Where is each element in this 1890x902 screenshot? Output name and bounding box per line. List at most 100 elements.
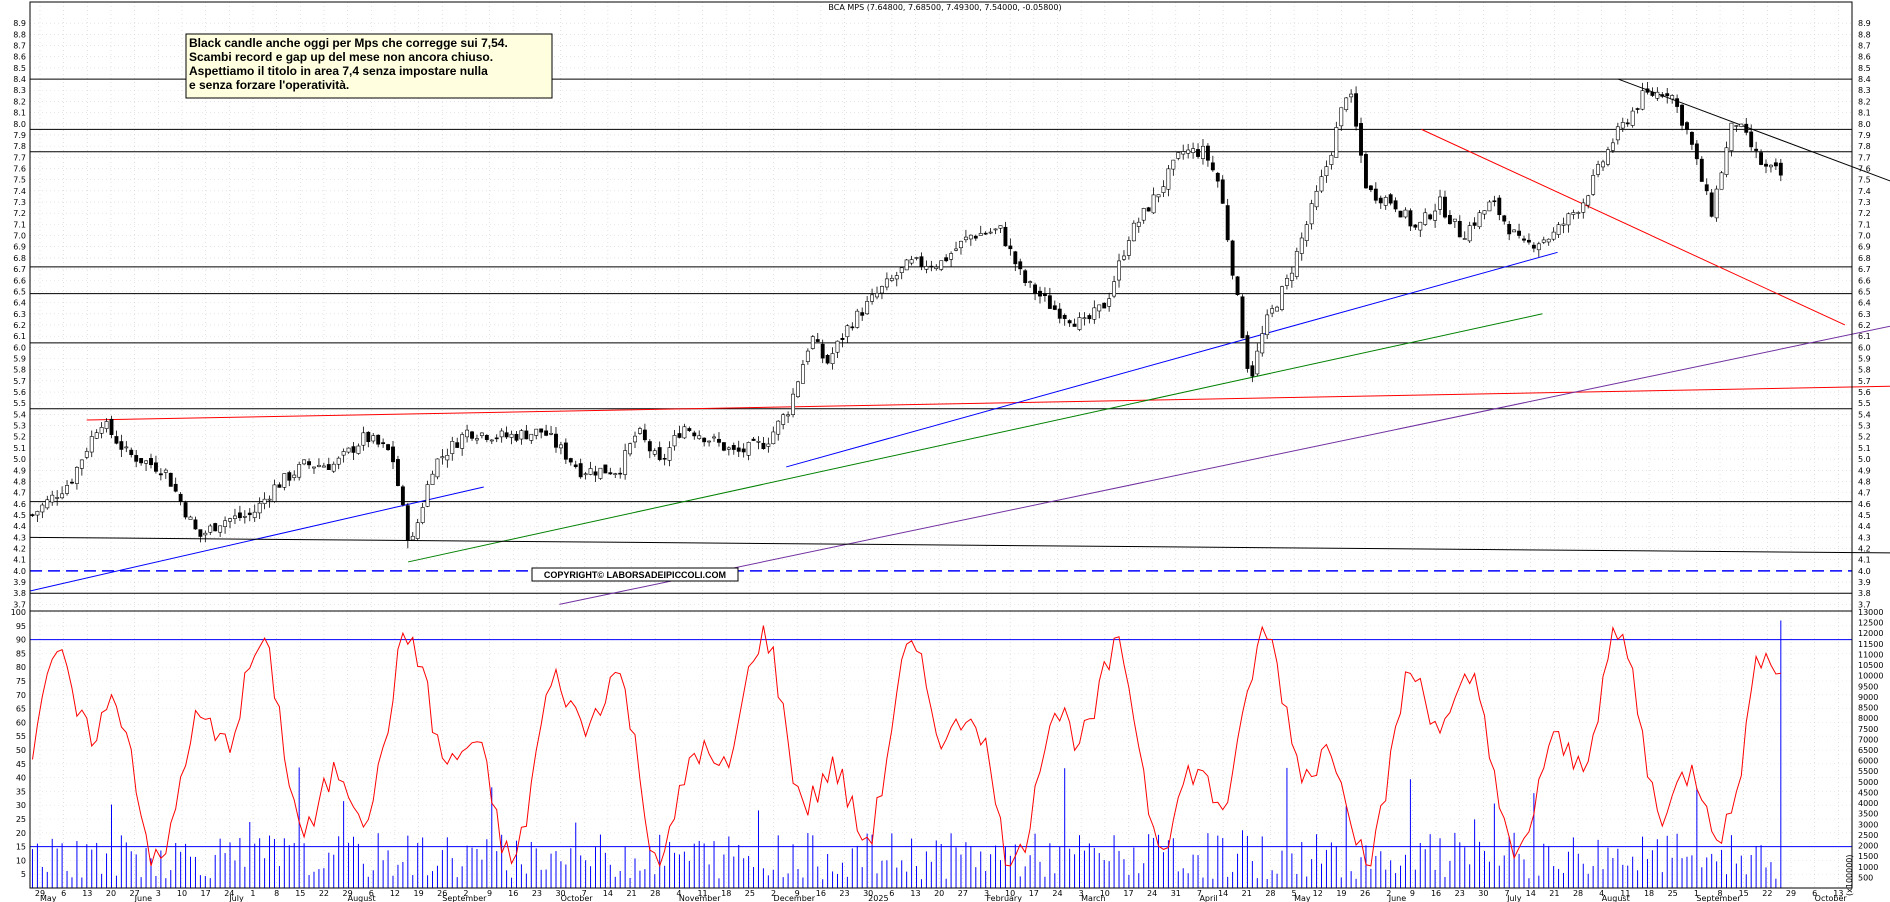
price-tick-label-left: 5.8 xyxy=(13,366,26,375)
candle-body xyxy=(158,473,163,476)
candle-body xyxy=(712,436,716,439)
candle-body xyxy=(1507,224,1512,235)
candle-body xyxy=(662,457,667,460)
candle-body xyxy=(1289,272,1294,281)
candle-body xyxy=(307,461,311,466)
candle-body xyxy=(1181,151,1186,155)
candle-body xyxy=(277,484,282,488)
volume-tick-label: 10000 xyxy=(1858,672,1883,681)
day-tick-label: 27 xyxy=(130,889,140,898)
osc-tick-label: 75 xyxy=(16,677,26,686)
candle-body xyxy=(1704,184,1709,192)
price-tick-label-left: 8.3 xyxy=(13,86,26,95)
month-tick-label: November xyxy=(679,894,721,902)
day-tick-label: 17 xyxy=(201,889,211,898)
candle-body xyxy=(65,485,69,494)
candle-body xyxy=(1522,238,1526,241)
candle-body xyxy=(99,427,104,434)
candle-body xyxy=(1438,196,1442,210)
candle-body xyxy=(796,381,800,397)
candle-body xyxy=(1719,172,1724,190)
month-tick-label: September xyxy=(1696,894,1741,902)
candle-body xyxy=(963,236,968,241)
candle-body xyxy=(1408,210,1413,227)
price-tick-label: 5.3 xyxy=(1858,422,1871,431)
candle-body xyxy=(371,435,376,442)
osc-tick-label: 100 xyxy=(11,608,26,617)
candle-body xyxy=(1492,200,1497,203)
candle-body xyxy=(529,433,534,441)
candle-body xyxy=(50,494,55,503)
candle-body xyxy=(1008,245,1013,250)
volume-tick-label: 8500 xyxy=(1858,704,1878,713)
price-tick-label-left: 3.8 xyxy=(13,589,26,598)
volume-tick-label: 12000 xyxy=(1858,629,1883,638)
price-tick-label: 4.9 xyxy=(1858,466,1871,475)
candle-body xyxy=(435,458,440,478)
candle-body xyxy=(1749,131,1754,148)
candle-body xyxy=(1610,142,1615,151)
price-tick-label: 8.7 xyxy=(1858,42,1871,51)
candle-body xyxy=(119,441,124,450)
candle-body xyxy=(549,433,553,435)
candle-body xyxy=(721,442,726,451)
price-tick-label-left: 7.1 xyxy=(13,220,26,229)
candle-body xyxy=(726,447,731,450)
price-tick-label-left: 5.3 xyxy=(13,422,26,431)
candle-body xyxy=(218,525,223,533)
annotation-line-2: Scambi record e gap up del mese non anco… xyxy=(189,50,493,64)
candle-body xyxy=(1052,305,1057,310)
candle-body xyxy=(1151,194,1156,214)
candle-body xyxy=(1284,278,1289,286)
candle-body xyxy=(55,497,60,499)
price-tick-label-left: 5.7 xyxy=(13,377,26,386)
day-tick-label: 10 xyxy=(1100,889,1110,898)
day-tick-label: 10 xyxy=(177,889,187,898)
day-tick-label: 3 xyxy=(984,889,989,898)
candle-body xyxy=(1265,314,1270,336)
candle-body xyxy=(1171,159,1176,170)
volume-tick-label: 11500 xyxy=(1858,640,1883,649)
candle-body xyxy=(929,265,934,268)
candle-body xyxy=(154,462,158,472)
candle-body xyxy=(771,431,776,445)
day-tick-label: 18 xyxy=(721,889,731,898)
candle-body xyxy=(880,286,884,294)
candle-body xyxy=(657,447,662,460)
candle-body xyxy=(94,432,99,439)
price-tick-label-left: 8.4 xyxy=(13,75,26,84)
candle-body xyxy=(1309,203,1314,225)
candle-body xyxy=(702,437,707,443)
candle-body xyxy=(647,441,652,452)
price-tick-label-left: 7.8 xyxy=(13,142,26,151)
annotation-line-3: Aspettiamo il titolo in area 7,4 senza i… xyxy=(189,64,488,78)
candle-body xyxy=(746,442,751,456)
candle-body xyxy=(405,505,410,541)
price-tick-label-left: 3.7 xyxy=(13,600,26,609)
candle-body xyxy=(1176,152,1181,159)
day-tick-label: 26 xyxy=(1360,889,1370,898)
axes: 3.7 3.7 3.8 3.8 3.9 3.9 4.0 4.0 4.1 4.1 4.2 4.2 4.3 4… xyxy=(11,1,1883,902)
day-tick-label: 23 xyxy=(1455,889,1465,898)
month-tick-label: December xyxy=(774,894,816,902)
candle-body xyxy=(504,432,509,438)
candle-body xyxy=(499,430,504,438)
osc-tick-label: 65 xyxy=(16,705,26,714)
day-tick-label: 8 xyxy=(274,889,279,898)
candle-body xyxy=(40,504,45,513)
candle-body xyxy=(539,428,544,433)
candle-body xyxy=(815,339,820,342)
candle-body xyxy=(968,234,973,240)
candle-body xyxy=(257,502,262,514)
price-tick-label: 6.5 xyxy=(1858,287,1871,296)
candle-body xyxy=(1531,244,1536,249)
candle-body xyxy=(1201,145,1205,159)
candle-body xyxy=(1625,122,1630,125)
price-tick-label: 5.1 xyxy=(1858,444,1871,453)
price-tick-label: 6.8 xyxy=(1858,254,1871,263)
candle-body xyxy=(1028,281,1033,283)
candle-body xyxy=(993,228,998,231)
volume-tick-label: 4500 xyxy=(1858,788,1878,797)
candle-body xyxy=(766,443,771,447)
candle-body xyxy=(1675,98,1680,107)
